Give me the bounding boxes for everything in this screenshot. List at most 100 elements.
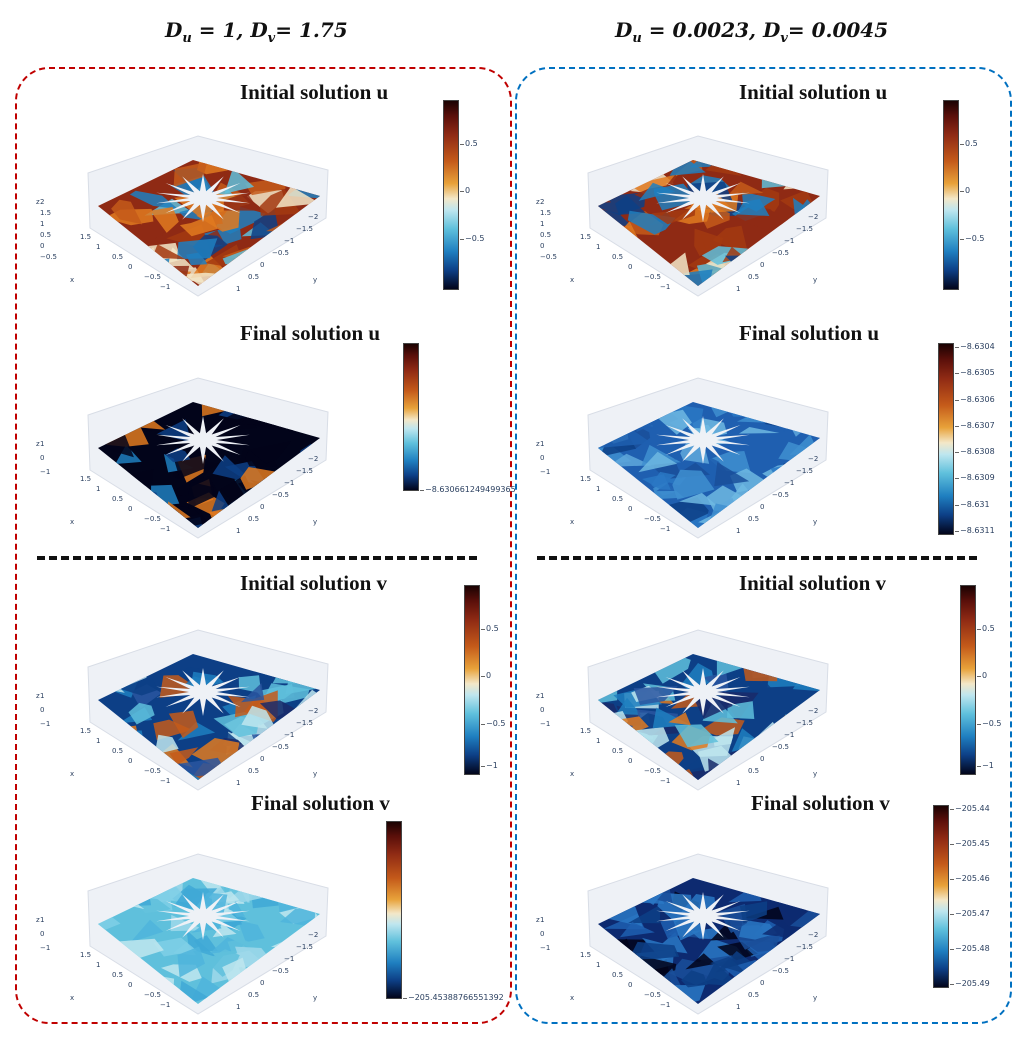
colorbar-tick-label: 0 xyxy=(976,671,988,681)
colorbar-tick-label: −1 xyxy=(977,760,994,770)
z-tick-label: 1 xyxy=(540,220,545,228)
z-tick-label: 0 xyxy=(540,930,545,938)
y-tick-label: −1 xyxy=(284,955,295,963)
surface-plot xyxy=(87,629,329,791)
separator-left xyxy=(37,556,477,560)
y-tick-label: −1 xyxy=(284,237,295,245)
x-tick-label: 1.5 xyxy=(580,233,592,241)
colorbar-tick-label: 0.5 xyxy=(960,138,978,148)
z-tick-label: −1 xyxy=(40,720,51,728)
surface-plot xyxy=(87,135,329,297)
surface-plot xyxy=(87,377,329,539)
y-tick-label: 1 xyxy=(736,285,741,293)
y-tick-label: −1.5 xyxy=(796,943,813,951)
z-tick-label: −1 xyxy=(540,720,551,728)
z-axis-label: z xyxy=(536,198,540,206)
colorbar-tick-label: −8.6311 xyxy=(955,526,995,535)
x-tick-label: 0 xyxy=(128,505,133,513)
z-tick-label: −0.5 xyxy=(40,253,57,261)
y-tick-label: −0.5 xyxy=(772,967,789,975)
panel-title: Initial solution v xyxy=(240,571,388,595)
y-tick-label: −0.5 xyxy=(272,967,289,975)
x-tick-label: 1.5 xyxy=(580,475,592,483)
z-tick-label: 0.5 xyxy=(540,231,552,239)
y-tick-label: 0 xyxy=(260,755,265,763)
z-tick-label: −1 xyxy=(540,944,551,952)
surface-plot xyxy=(587,377,829,539)
x-tick-label: −1 xyxy=(160,777,171,785)
colorbar-tick-label: −0.5 xyxy=(976,718,1002,728)
y-tick-label: 1 xyxy=(236,1003,241,1011)
x-tick-label: 0 xyxy=(128,263,133,271)
colorbar-tick-label: −205.46 xyxy=(950,874,990,883)
y-tick-label: 0 xyxy=(760,755,765,763)
y-tick-label: −2 xyxy=(808,213,819,221)
star-hole xyxy=(156,416,250,464)
panel-title: Final solution v xyxy=(751,791,890,815)
x-axis-label: x xyxy=(570,770,575,778)
z-tick-label: 1 xyxy=(40,692,45,700)
y-tick-label: 0.5 xyxy=(248,273,260,281)
y-tick-label: −2 xyxy=(308,213,319,221)
z-tick-label: 0 xyxy=(540,454,545,462)
z-tick-label: 1 xyxy=(40,440,45,448)
y-tick-label: 0 xyxy=(260,979,265,987)
colorbar-tick-label: −8.631 xyxy=(955,499,990,509)
y-tick-label: 0.5 xyxy=(248,767,260,775)
z-tick-label: 0 xyxy=(540,706,545,714)
x-tick-label: 1.5 xyxy=(80,951,92,959)
x-tick-label: −0.5 xyxy=(644,991,661,999)
y-axis-label: y xyxy=(313,276,318,284)
y-tick-label: 0 xyxy=(760,503,765,511)
z-tick-label: 1 xyxy=(540,692,545,700)
surface-plot xyxy=(587,853,829,1015)
x-tick-label: 1.5 xyxy=(580,727,592,735)
z-tick-label: −1 xyxy=(40,944,51,952)
y-tick-label: −1 xyxy=(284,731,295,739)
colorbar-tick-label: −8.6307 xyxy=(955,420,995,430)
x-tick-label: −1 xyxy=(160,283,171,291)
colorbar-tick-label: −0.5 xyxy=(959,233,985,243)
panel-title: Initial solution u xyxy=(739,80,888,104)
x-tick-label: 0 xyxy=(628,757,633,765)
y-tick-label: 0 xyxy=(260,503,265,511)
y-tick-label: −0.5 xyxy=(772,743,789,751)
colorbar-tick-label: 0 xyxy=(959,186,971,196)
y-tick-label: −0.5 xyxy=(272,249,289,257)
x-tick-label: 0.5 xyxy=(612,747,624,755)
colorbar-tick-label: 0 xyxy=(480,671,492,681)
colorbar-tick-label: −0.5 xyxy=(480,718,506,728)
x-tick-label: 0.5 xyxy=(112,253,124,261)
x-tick-label: 0 xyxy=(128,981,133,989)
y-tick-label: −1 xyxy=(284,479,295,487)
z-tick-label: −1 xyxy=(40,468,51,476)
x-tick-label: 1 xyxy=(596,243,601,251)
z-axis-label: z xyxy=(36,692,40,700)
x-tick-label: 0 xyxy=(628,505,633,513)
z-tick-label: 2 xyxy=(540,198,545,206)
x-tick-label: −0.5 xyxy=(144,273,161,281)
x-tick-label: −0.5 xyxy=(644,767,661,775)
x-tick-label: −0.5 xyxy=(644,515,661,523)
surface-plot xyxy=(587,135,829,297)
z-tick-label: 0 xyxy=(40,454,45,462)
x-tick-label: −1 xyxy=(660,777,671,785)
colorbar-tick-label: −8.630661249499365 xyxy=(420,485,516,494)
y-axis-label: y xyxy=(813,276,818,284)
z-axis-label: z xyxy=(36,198,40,206)
colorbar-tick-label: 0 xyxy=(459,186,471,196)
x-tick-label: 0.5 xyxy=(112,747,124,755)
x-tick-label: 1 xyxy=(596,961,601,969)
colorbar-tick-label: 0.5 xyxy=(460,138,478,148)
x-tick-label: −1 xyxy=(160,1001,171,1009)
colorbar xyxy=(443,100,459,290)
frame-right xyxy=(515,67,1012,1024)
z-tick-label: 1 xyxy=(540,916,545,924)
colorbar-tick-label: −0.5 xyxy=(459,233,485,243)
z-tick-label: 0 xyxy=(40,242,45,250)
star-hole xyxy=(156,668,250,716)
y-tick-label: −1.5 xyxy=(296,719,313,727)
x-tick-label: −1 xyxy=(660,283,671,291)
y-tick-label: 1 xyxy=(236,527,241,535)
y-axis-label: y xyxy=(313,518,318,526)
